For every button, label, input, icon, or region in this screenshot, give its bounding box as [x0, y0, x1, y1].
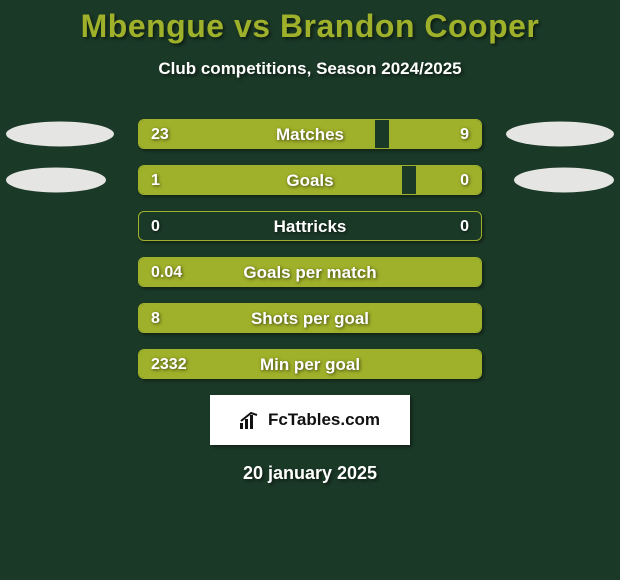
- stat-value-left: 8: [151, 304, 160, 333]
- stats-container: 239Matches10Goals00Hattricks0.04Goals pe…: [0, 119, 620, 379]
- stat-value-left: 0.04: [151, 258, 182, 287]
- stat-row: 0 0Hattricks: [0, 211, 620, 241]
- stat-fill-left: [139, 350, 481, 378]
- player-left-ellipse: [6, 122, 114, 147]
- player-left-ellipse: [6, 168, 106, 193]
- stat-value-left: 23: [151, 120, 169, 149]
- stat-track: 0.04Goals per match: [138, 257, 482, 287]
- player-right-ellipse: [514, 168, 614, 193]
- stat-value-left: 1: [151, 166, 160, 195]
- subtitle: Club competitions, Season 2024/2025: [0, 59, 620, 79]
- stat-track: 10Goals: [138, 165, 482, 195]
- stat-track: 8Shots per goal: [138, 303, 482, 333]
- branding-text: FcTables.com: [268, 410, 380, 430]
- stat-row: 10Goals: [0, 165, 620, 195]
- date-text: 20 january 2025: [0, 463, 620, 484]
- stat-value-right: 0: [460, 212, 469, 241]
- stat-row: 8Shots per goal: [0, 303, 620, 333]
- stat-track: 0 0Hattricks: [138, 211, 482, 241]
- page-title: Mbengue vs Brandon Cooper: [0, 0, 620, 45]
- stat-row: 239Matches: [0, 119, 620, 149]
- stat-value-left: 2332: [151, 350, 187, 379]
- stat-row: 0.04Goals per match: [0, 257, 620, 287]
- stat-row: 2332Min per goal: [0, 349, 620, 379]
- chart-icon: [240, 411, 262, 429]
- stat-fill-left: [139, 120, 375, 148]
- stat-value-left: 0: [151, 212, 160, 241]
- branding-badge: FcTables.com: [210, 395, 410, 445]
- player-right-ellipse: [506, 122, 614, 147]
- stat-track: 239Matches: [138, 119, 482, 149]
- stat-fill-left: [139, 304, 481, 332]
- stat-value-right: 0: [460, 166, 469, 195]
- stat-fill-left: [139, 166, 402, 194]
- stat-fill-right: [416, 166, 481, 194]
- stat-fill-left: [139, 258, 481, 286]
- stat-label: Hattricks: [139, 212, 481, 241]
- stat-value-right: 9: [460, 120, 469, 149]
- stat-track: 2332Min per goal: [138, 349, 482, 379]
